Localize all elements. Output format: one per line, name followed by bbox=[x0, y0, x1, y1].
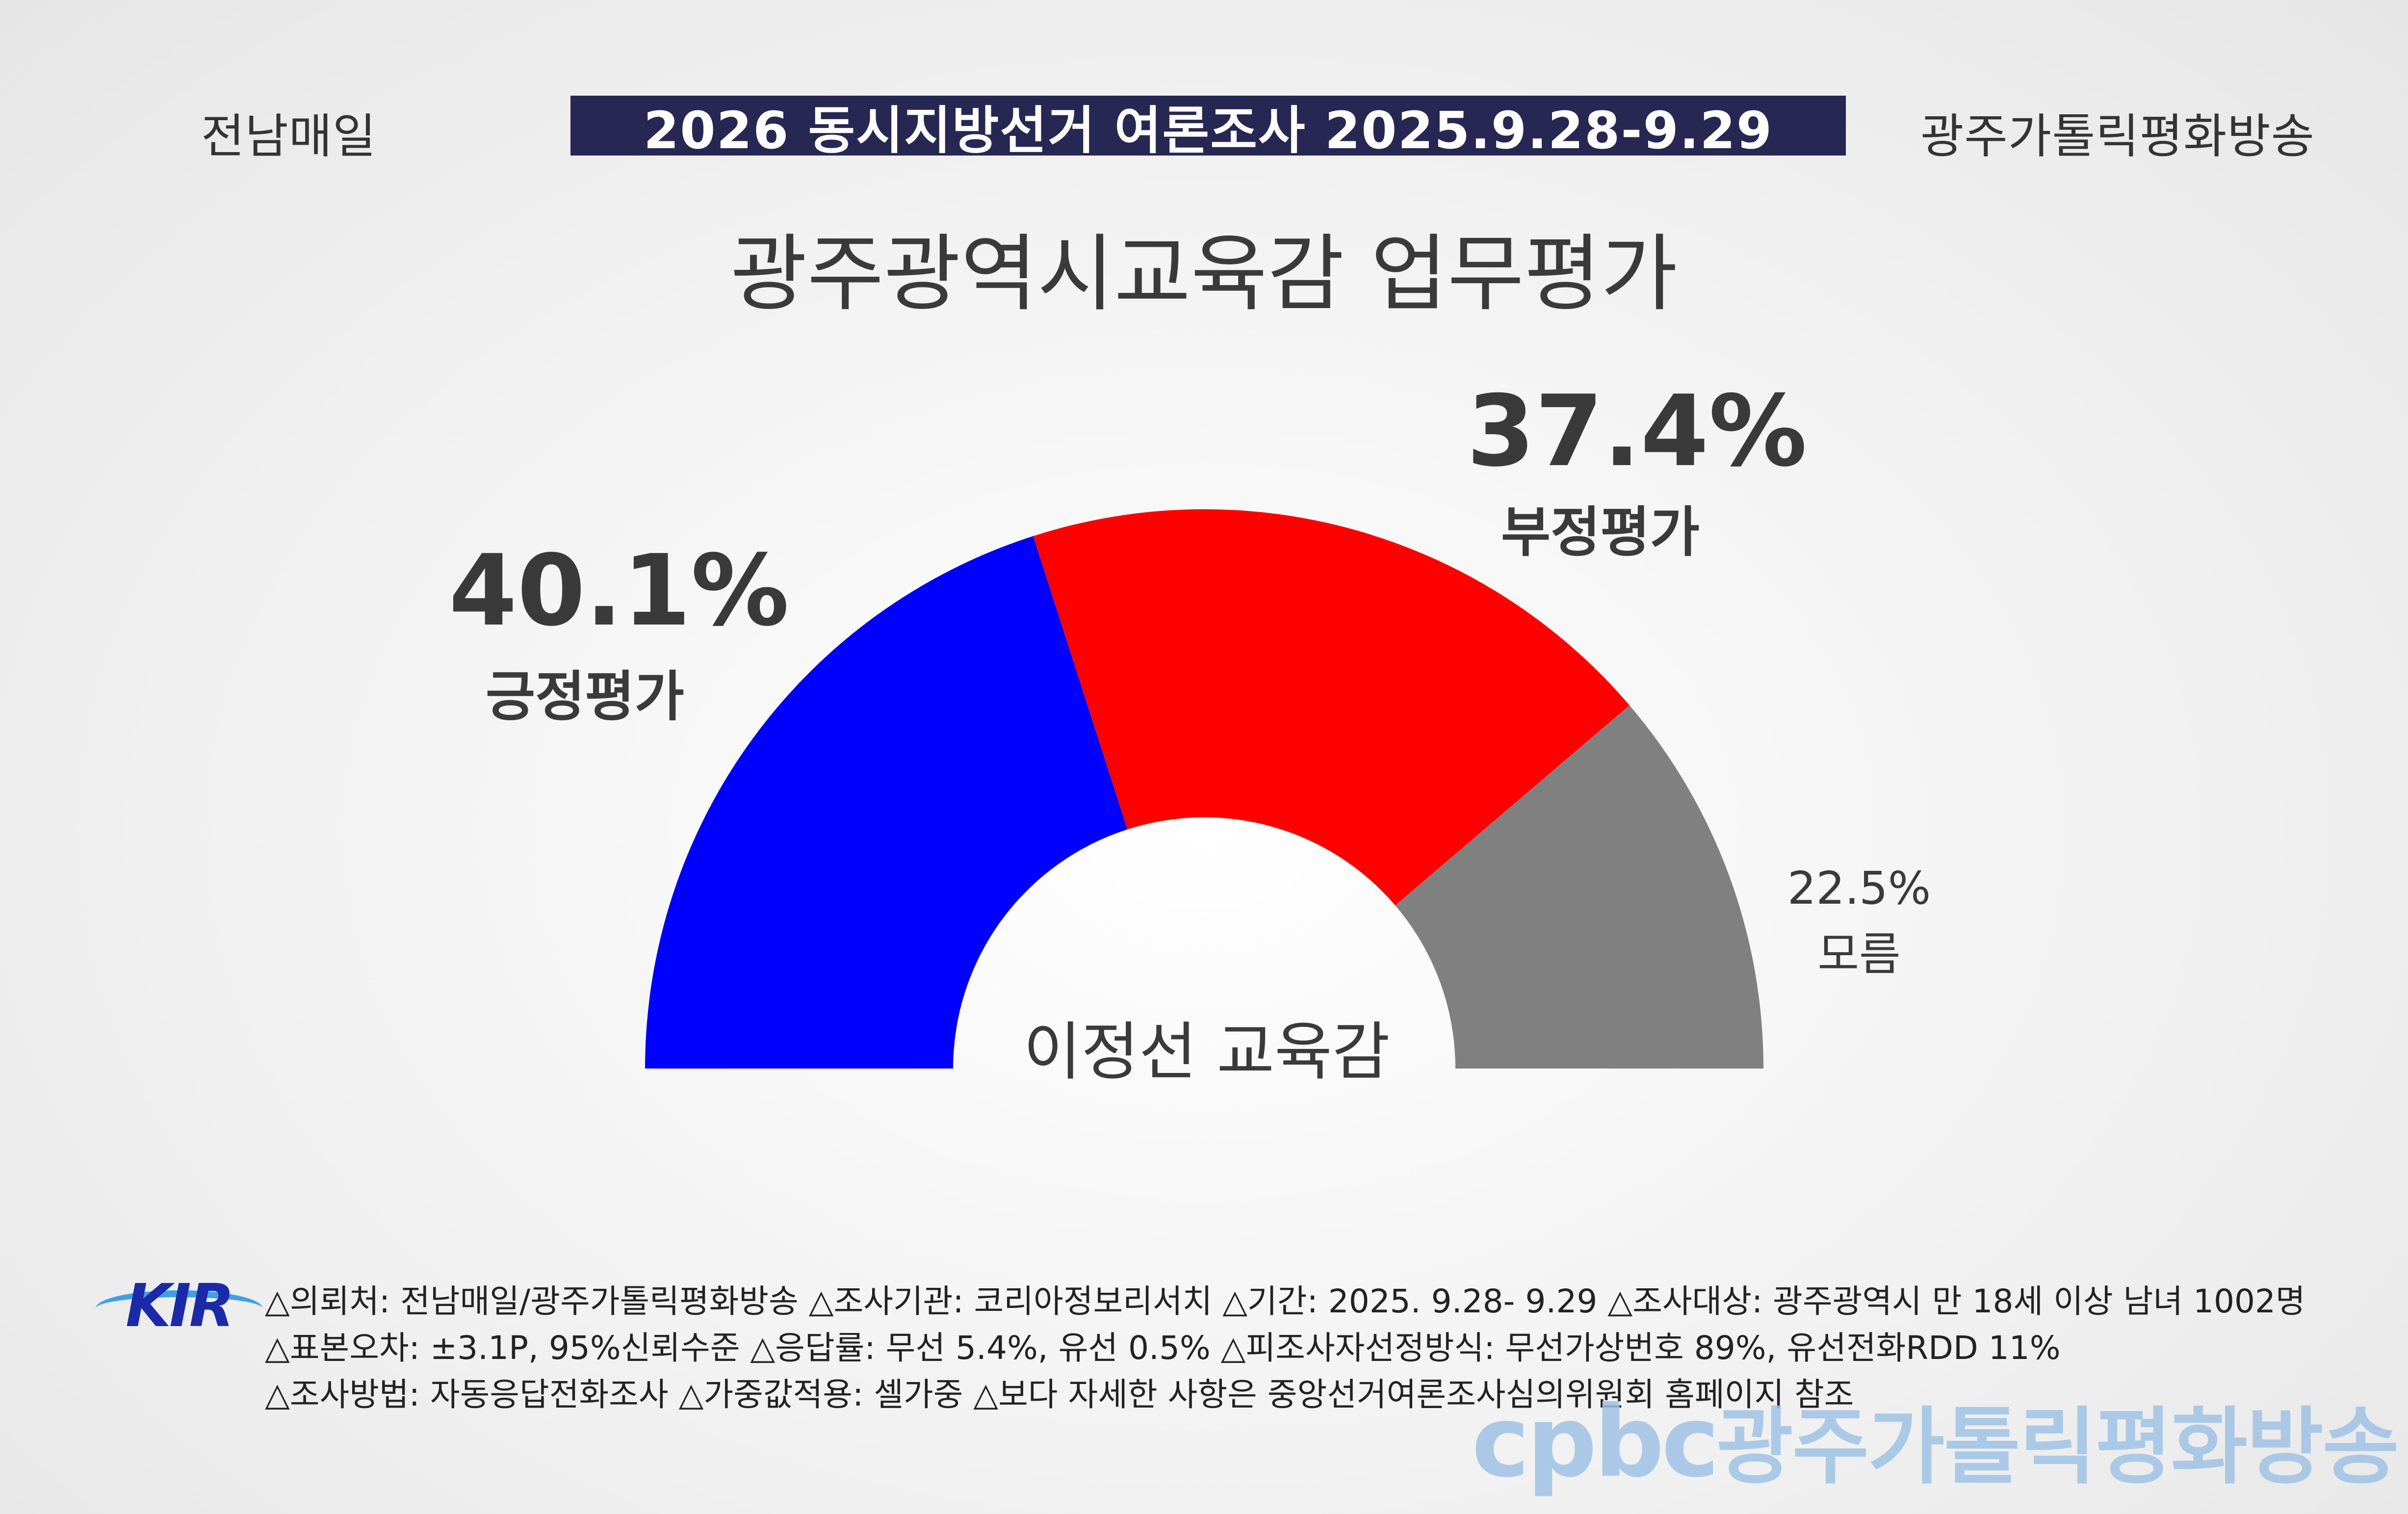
survey-footnote: △의뢰처: 전남매일/광주가톨릭평화방송 △조사기관: 코리아정보리서치 △기간… bbox=[265, 1278, 2305, 1418]
footnote-line-1: △의뢰처: 전남매일/광주가톨릭평화방송 △조사기관: 코리아정보리서치 △기간… bbox=[265, 1282, 2305, 1320]
header-banner: 2026 동시지방선거 여론조사 2025.9.28-9.29 bbox=[570, 96, 1846, 160]
slice-label-positive: 긍정평가 bbox=[486, 665, 684, 728]
slice-label-unknown: 모름 bbox=[1817, 928, 1901, 981]
watermark-name: 광주가톨릭평화방송 bbox=[1716, 1399, 2399, 1496]
center-label: 이정선 교육감 bbox=[1023, 1016, 1390, 1089]
slice-unknown bbox=[1395, 705, 1763, 1069]
kir-logo: KIR bbox=[96, 1271, 262, 1342]
slice-label-negative: 부정평가 bbox=[1501, 501, 1700, 564]
slice-negative bbox=[1033, 509, 1630, 906]
broadcaster-watermark: cpbc광주가톨릭평화방송 bbox=[1472, 1393, 2399, 1491]
header-right-label: 광주가톨릭평화방송 bbox=[1920, 109, 2315, 164]
slice-value-positive: 40.1% bbox=[449, 534, 789, 648]
slice-value-unknown: 22.5% bbox=[1787, 862, 1931, 914]
footnote-line-2: △표본오차: ±3.1P, 95%신뢰수준 △응답률: 무선 5.4%, 유선 … bbox=[265, 1329, 2061, 1367]
kir-logo-text: KIR bbox=[125, 1272, 234, 1340]
slice-positive bbox=[645, 536, 1128, 1069]
header-left-label: 전남매일 bbox=[201, 109, 377, 164]
watermark-brand: cpbc bbox=[1471, 1385, 1719, 1499]
footnote-line-3: △조사방법: 자동응답전화조사 △가중값적용: 셀가중 △보다 자세한 사항은 … bbox=[265, 1376, 1854, 1413]
chart-title: 광주광역시교육감 업무평가 bbox=[730, 226, 1678, 323]
slice-value-negative: 37.4% bbox=[1467, 374, 1807, 489]
